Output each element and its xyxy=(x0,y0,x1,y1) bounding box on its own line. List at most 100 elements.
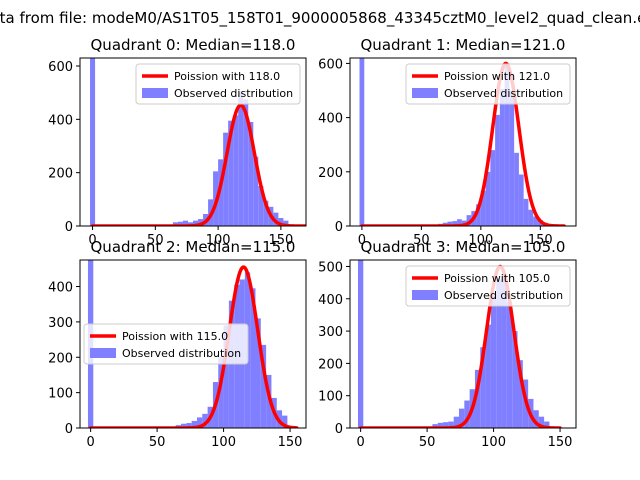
histogram-bar xyxy=(250,288,256,428)
histogram-bar xyxy=(496,279,502,428)
x-tick-label: 150 xyxy=(528,233,553,248)
legend-label-poisson: Poission with 105.0 xyxy=(444,272,550,285)
x-tick-label: 0 xyxy=(86,435,94,450)
axes-frame xyxy=(349,259,577,429)
histogram-bar xyxy=(202,413,208,428)
histogram-bar xyxy=(448,421,454,428)
histogram-bar xyxy=(518,174,524,226)
histogram-bar xyxy=(480,347,486,428)
y-tick-label: 200 xyxy=(48,351,73,366)
axes-frame xyxy=(79,259,307,429)
legend-box xyxy=(405,63,571,105)
histogram-bar xyxy=(452,221,458,226)
legend: Poission with 118.0 Observed distribution xyxy=(135,63,301,105)
axes-frame xyxy=(349,57,577,227)
x-tick-label: 50 xyxy=(147,233,164,248)
histogram-bar xyxy=(260,344,267,428)
subplot-1: 0 50 100 150 0 200 400 600 Quadrant 1: Median=12… xyxy=(318,36,577,248)
x-tick-label: 0 xyxy=(88,233,96,248)
y-tick-label: 0 xyxy=(335,220,343,235)
histogram-bar xyxy=(538,416,545,428)
histogram-bar xyxy=(357,260,364,428)
poisson-curve xyxy=(358,264,562,428)
subplot-title: Quadrant 1: Median=121.0 xyxy=(361,36,566,54)
histogram-bar xyxy=(177,221,183,226)
subplot-3: 0 50 100 150 0 100 200 300 400 500 Quadrant 3: Med… xyxy=(318,238,577,450)
histogram-bar xyxy=(90,58,96,226)
legend-label-observed: Observed distribution xyxy=(122,347,241,360)
histogram-bar xyxy=(278,218,284,226)
histogram-bar xyxy=(181,423,187,428)
y-tick-label: 600 xyxy=(48,60,73,75)
histogram-bar xyxy=(182,220,188,226)
y-tick-label: 100 xyxy=(48,387,73,402)
poisson-curve xyxy=(90,103,306,226)
histogram-bar xyxy=(480,190,486,226)
x-tick-label: 100 xyxy=(481,435,506,450)
histogram-bar xyxy=(248,122,254,226)
legend: Poission with 121.0 Observed distribution xyxy=(405,63,571,105)
subplot-2: 0 50 100 150 0 100 200 300 400 Quadrant 2: Median… xyxy=(48,238,307,450)
subplot-title: Quadrant 2: Median=115.0 xyxy=(91,238,296,256)
histogram-bar xyxy=(443,422,449,428)
histogram-bar xyxy=(490,295,497,428)
plot-area xyxy=(90,58,306,226)
histogram-bar xyxy=(233,115,239,226)
histogram-bar xyxy=(457,219,462,226)
plot-area xyxy=(357,260,562,428)
legend-label-observed: Observed distribution xyxy=(444,87,563,100)
legend-patch-swatch xyxy=(412,88,438,98)
legend-box xyxy=(405,265,571,307)
subplot-title: Quadrant 3: Median=105.0 xyxy=(361,238,566,256)
x-tick-label: 50 xyxy=(413,233,430,248)
x-tick-label: 100 xyxy=(206,233,231,248)
y-tick-label: 200 xyxy=(318,166,343,181)
histogram-bar xyxy=(223,132,229,226)
histogram-bar xyxy=(504,63,510,226)
legend: Poission with 115.0 Observed distribution xyxy=(83,323,249,365)
y-tick-label: 300 xyxy=(48,316,73,331)
histogram-bar xyxy=(359,58,365,226)
histogram-bar xyxy=(459,408,465,428)
legend-label-observed: Observed distribution xyxy=(444,289,563,302)
histogram-bar xyxy=(191,420,197,428)
y-tick-label: 100 xyxy=(318,390,343,405)
x-tick-label: 100 xyxy=(211,435,236,450)
x-tick-label: 100 xyxy=(468,233,493,248)
legend-patch-swatch xyxy=(90,348,116,358)
histogram-bar xyxy=(258,186,264,226)
histogram-bar xyxy=(528,209,534,226)
plot-area xyxy=(359,58,566,226)
histogram-bar xyxy=(283,220,289,226)
x-tick-label: 0 xyxy=(356,435,364,450)
histogram-bar xyxy=(523,198,529,226)
histogram-bar xyxy=(228,120,234,226)
histogram-bar xyxy=(282,415,288,428)
legend-patch-swatch xyxy=(142,88,168,98)
legend-label-poisson: Poission with 115.0 xyxy=(122,330,228,343)
histogram-bar xyxy=(485,324,491,428)
y-tick-label: 300 xyxy=(318,325,343,340)
y-tick-label: 400 xyxy=(48,113,73,128)
legend-box xyxy=(135,63,301,105)
histogram-bar xyxy=(437,422,444,428)
histogram-bar xyxy=(476,204,481,226)
histogram-bar xyxy=(533,410,539,428)
histogram-bar xyxy=(474,369,481,428)
x-tick-label: 50 xyxy=(149,435,166,450)
legend-box xyxy=(83,323,249,365)
y-tick-label: 0 xyxy=(65,422,73,437)
histogram-bar xyxy=(501,276,507,428)
poisson-curve xyxy=(360,61,566,226)
subplot-0: 0 50 100 150 0 200 400 600 Quadrant 0: Median=11… xyxy=(48,36,307,248)
subplot-title: Quadrant 0: Median=118.0 xyxy=(91,36,296,54)
y-tick-label: 400 xyxy=(318,293,343,308)
legend-label-poisson: Poission with 121.0 xyxy=(444,70,550,83)
histogram-bar xyxy=(495,114,500,226)
figure-suptitle: Data from file: modeM0/AS1T05_158T01_900… xyxy=(0,9,640,28)
histogram-bar xyxy=(517,360,523,428)
histogram-bar xyxy=(533,216,538,226)
axes-frame xyxy=(79,57,307,227)
y-tick-label: 0 xyxy=(335,422,343,437)
histogram-bar xyxy=(453,416,460,428)
